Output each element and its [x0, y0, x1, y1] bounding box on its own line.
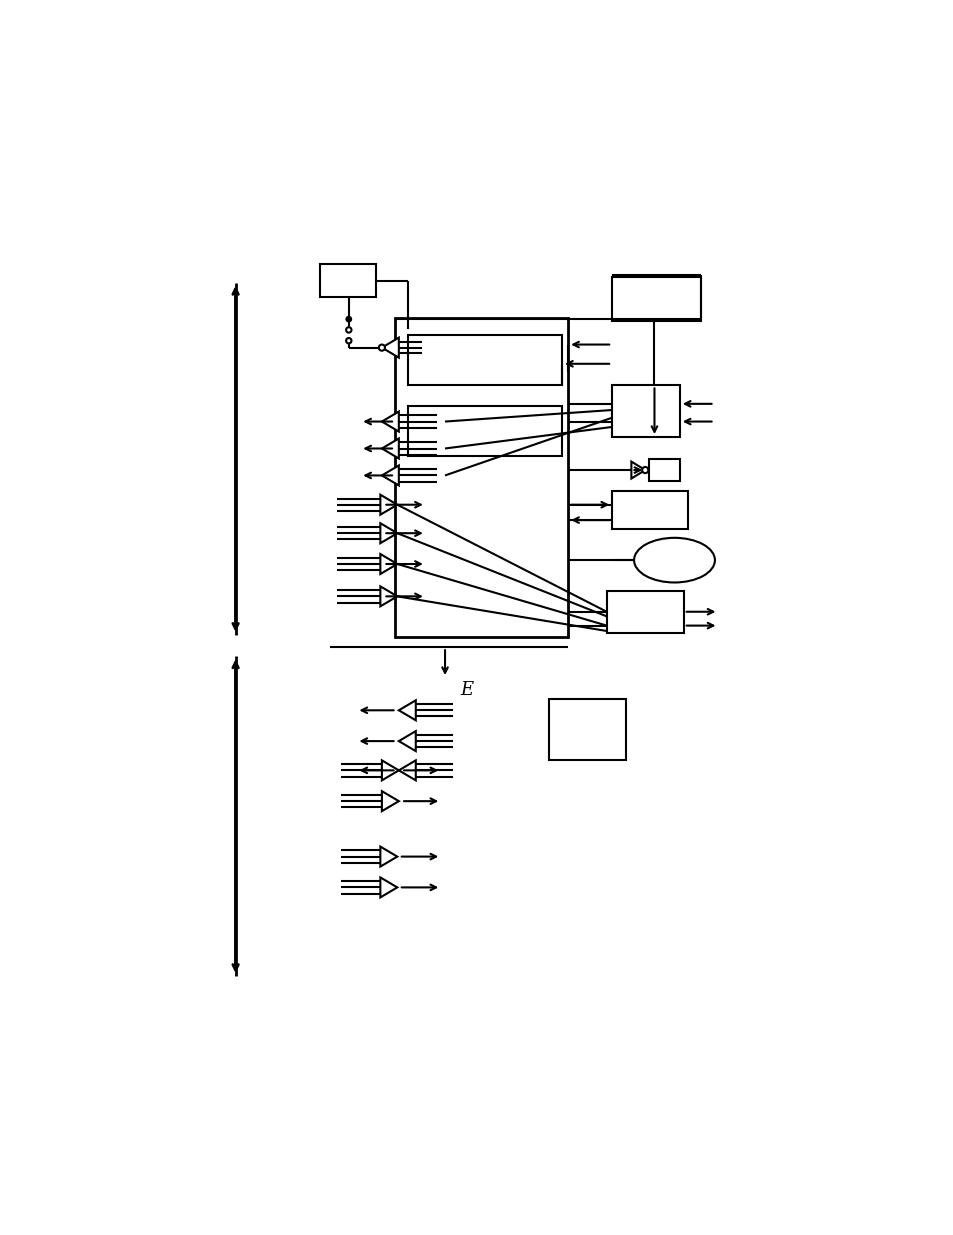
Circle shape — [378, 345, 385, 351]
Polygon shape — [380, 524, 396, 543]
Polygon shape — [380, 877, 396, 898]
Polygon shape — [380, 495, 396, 515]
Polygon shape — [381, 337, 398, 358]
Bar — [320, 264, 375, 296]
Circle shape — [346, 327, 351, 332]
Bar — [408, 336, 561, 385]
Polygon shape — [381, 792, 398, 811]
Polygon shape — [398, 731, 416, 751]
Polygon shape — [380, 555, 396, 574]
Polygon shape — [631, 462, 644, 478]
Bar — [395, 317, 568, 637]
Bar — [612, 277, 700, 321]
Polygon shape — [381, 466, 398, 485]
Ellipse shape — [634, 537, 714, 583]
Circle shape — [346, 338, 351, 343]
Polygon shape — [380, 587, 396, 606]
Polygon shape — [398, 700, 416, 720]
Circle shape — [346, 316, 351, 322]
Polygon shape — [381, 411, 398, 431]
Bar — [612, 490, 687, 530]
Circle shape — [641, 467, 648, 473]
Bar — [612, 384, 679, 437]
Polygon shape — [381, 761, 398, 781]
Polygon shape — [398, 761, 416, 781]
Polygon shape — [381, 438, 398, 458]
Bar — [408, 406, 561, 456]
Bar — [548, 699, 625, 761]
Polygon shape — [380, 846, 396, 867]
Bar — [648, 459, 679, 480]
Text: E: E — [459, 680, 473, 699]
Bar — [606, 592, 683, 634]
